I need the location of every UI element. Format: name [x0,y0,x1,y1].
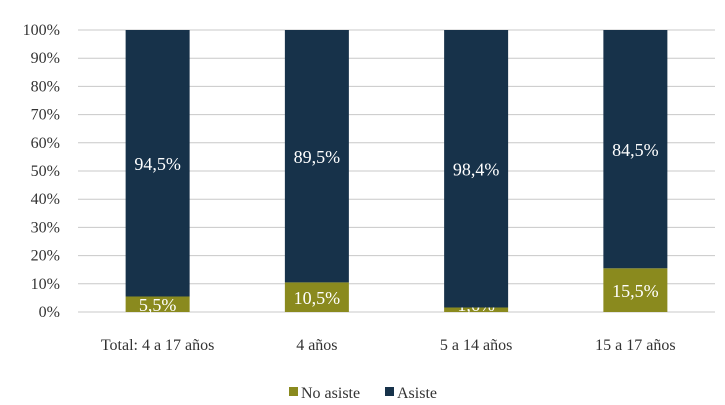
y-tick-label: 90% [31,50,60,67]
bar-no-asiste [444,307,509,312]
legend-swatch [385,387,394,396]
y-tick-label: 80% [31,78,60,95]
bar-asiste [125,30,190,297]
legend-label: No asiste [301,385,360,402]
x-tick-label: 5 a 14 años [440,337,512,354]
data-label: 94,5% [134,154,181,174]
x-axis: Total: 4 a 17 años 4 años 5 a 14 años 15 a … [101,337,676,354]
y-tick-label: 0% [39,304,60,321]
y-tick-label: 40% [31,191,60,208]
x-tick-label: 15 a 17 años [595,337,675,354]
y-tick-label: 50% [31,163,60,180]
legend-label: Asiste [397,385,437,402]
bar-asiste [284,30,349,283]
data-label: 89,5% [294,147,341,167]
legend-swatch [289,387,298,396]
y-tick-label: 30% [31,219,60,236]
bar-no-asiste [125,296,190,312]
data-label: 15,5% [612,281,659,301]
data-label: 10,5% [294,288,341,308]
data-label: 84,5% [612,140,659,160]
bars: 5,5%94,5%10,5%89,5%1,6%98,4%15,5%84,5% [125,30,668,315]
data-label: 5,5% [139,295,177,315]
data-label: 98,4% [453,160,500,180]
x-tick-label: Total: 4 a 17 años [101,337,215,354]
bar-no-asiste [603,268,668,312]
x-tick-label: 4 años [296,337,337,354]
y-axis: 0% 10% 20% 30% 40% 50% 60% 70% 80% 90% 100% [23,22,60,321]
bar-no-asiste [284,282,349,312]
y-tick-label: 60% [31,135,60,152]
bar-asiste [603,30,668,269]
legend: No asiste Asiste [289,385,437,402]
bar-asiste [444,30,509,308]
y-tick-label: 100% [23,22,60,39]
y-tick-label: 20% [31,248,60,265]
y-tick-label: 10% [31,276,60,293]
y-tick-label: 70% [31,107,60,124]
